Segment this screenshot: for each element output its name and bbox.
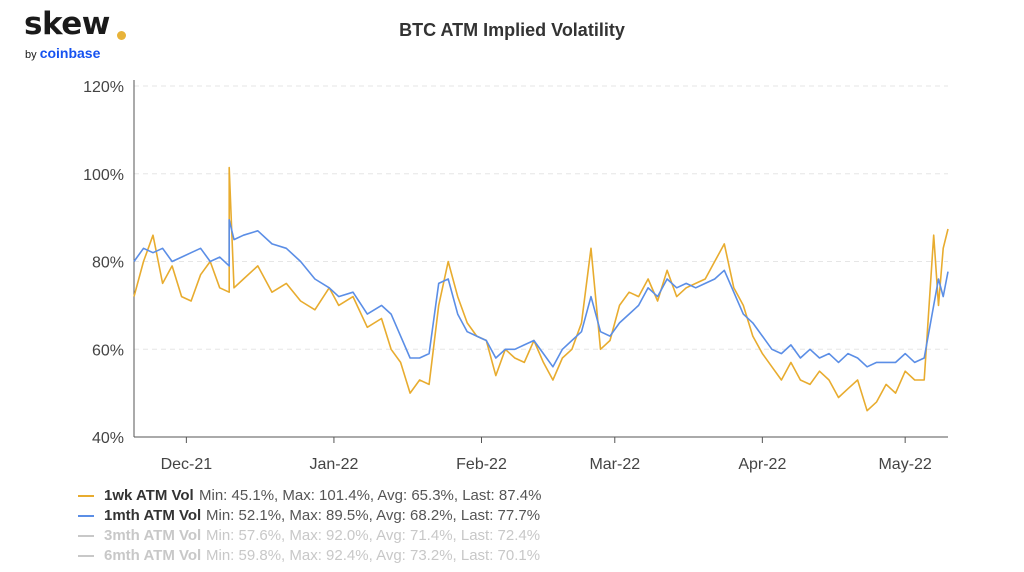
legend-series-name: 6mth ATM Vol (104, 547, 202, 564)
logo-byline: by coinbase (25, 45, 100, 61)
y-axis: 40% 60% 80% 100% 120% (83, 79, 135, 447)
logo-wordmark: skew (24, 6, 110, 42)
legend-series-stats: Min: 59.8%, Max: 92.4%, Avg: 73.2%, Last… (206, 547, 541, 564)
chart-grid (134, 85, 948, 350)
x-tick-label: Jan-22 (309, 456, 358, 473)
x-tick-label: Dec-21 (161, 456, 213, 473)
legend-series-stats: Min: 57.6%, Max: 92.0%, Avg: 71.4%, Last… (206, 527, 541, 544)
x-axis: Dec-21 Jan-22 Feb-22 Mar-22 Apr-22 May-22 (134, 436, 948, 473)
x-tick-label: Apr-22 (738, 456, 786, 473)
chart-series (133, 166, 949, 412)
series-line-2 (133, 219, 949, 368)
legend-series-name: 1wk ATM Vol (104, 487, 194, 504)
logo-dot (117, 31, 126, 40)
legend-swatch (78, 555, 94, 557)
x-tick-label: Feb-22 (456, 456, 507, 473)
y-tick-label: 80% (92, 255, 124, 272)
y-tick-label: 40% (92, 430, 124, 447)
series-line-1 (133, 166, 949, 412)
legend-swatch (78, 535, 94, 537)
legend-series-stats: Min: 52.1%, Max: 89.5%, Avg: 68.2%, Last… (206, 507, 541, 524)
y-tick-label: 120% (83, 79, 124, 96)
chart-area: 40% 60% 80% 100% 120% Dec-21 Jan-22 Feb-22 Mar-… (83, 79, 949, 473)
legend-series-name: 1mth ATM Vol (104, 507, 202, 524)
y-tick-label: 100% (83, 167, 124, 184)
logo-by: by (25, 49, 37, 61)
legend-series-stats: Min: 45.1%, Max: 101.4%, Avg: 65.3%, Las… (199, 487, 542, 504)
legend-swatch (78, 515, 94, 517)
skew-logo: skew by coinbase (24, 6, 134, 62)
legend-swatch (78, 495, 94, 497)
y-tick-label: 60% (92, 342, 124, 359)
logo-coinbase: coinbase (39, 45, 101, 61)
x-tick-label: Mar-22 (589, 456, 640, 473)
legend-series-name: 3mth ATM Vol (104, 527, 202, 544)
x-tick-label: May-22 (878, 456, 931, 473)
chart-title: BTC ATM Implied Volatility (399, 20, 625, 40)
